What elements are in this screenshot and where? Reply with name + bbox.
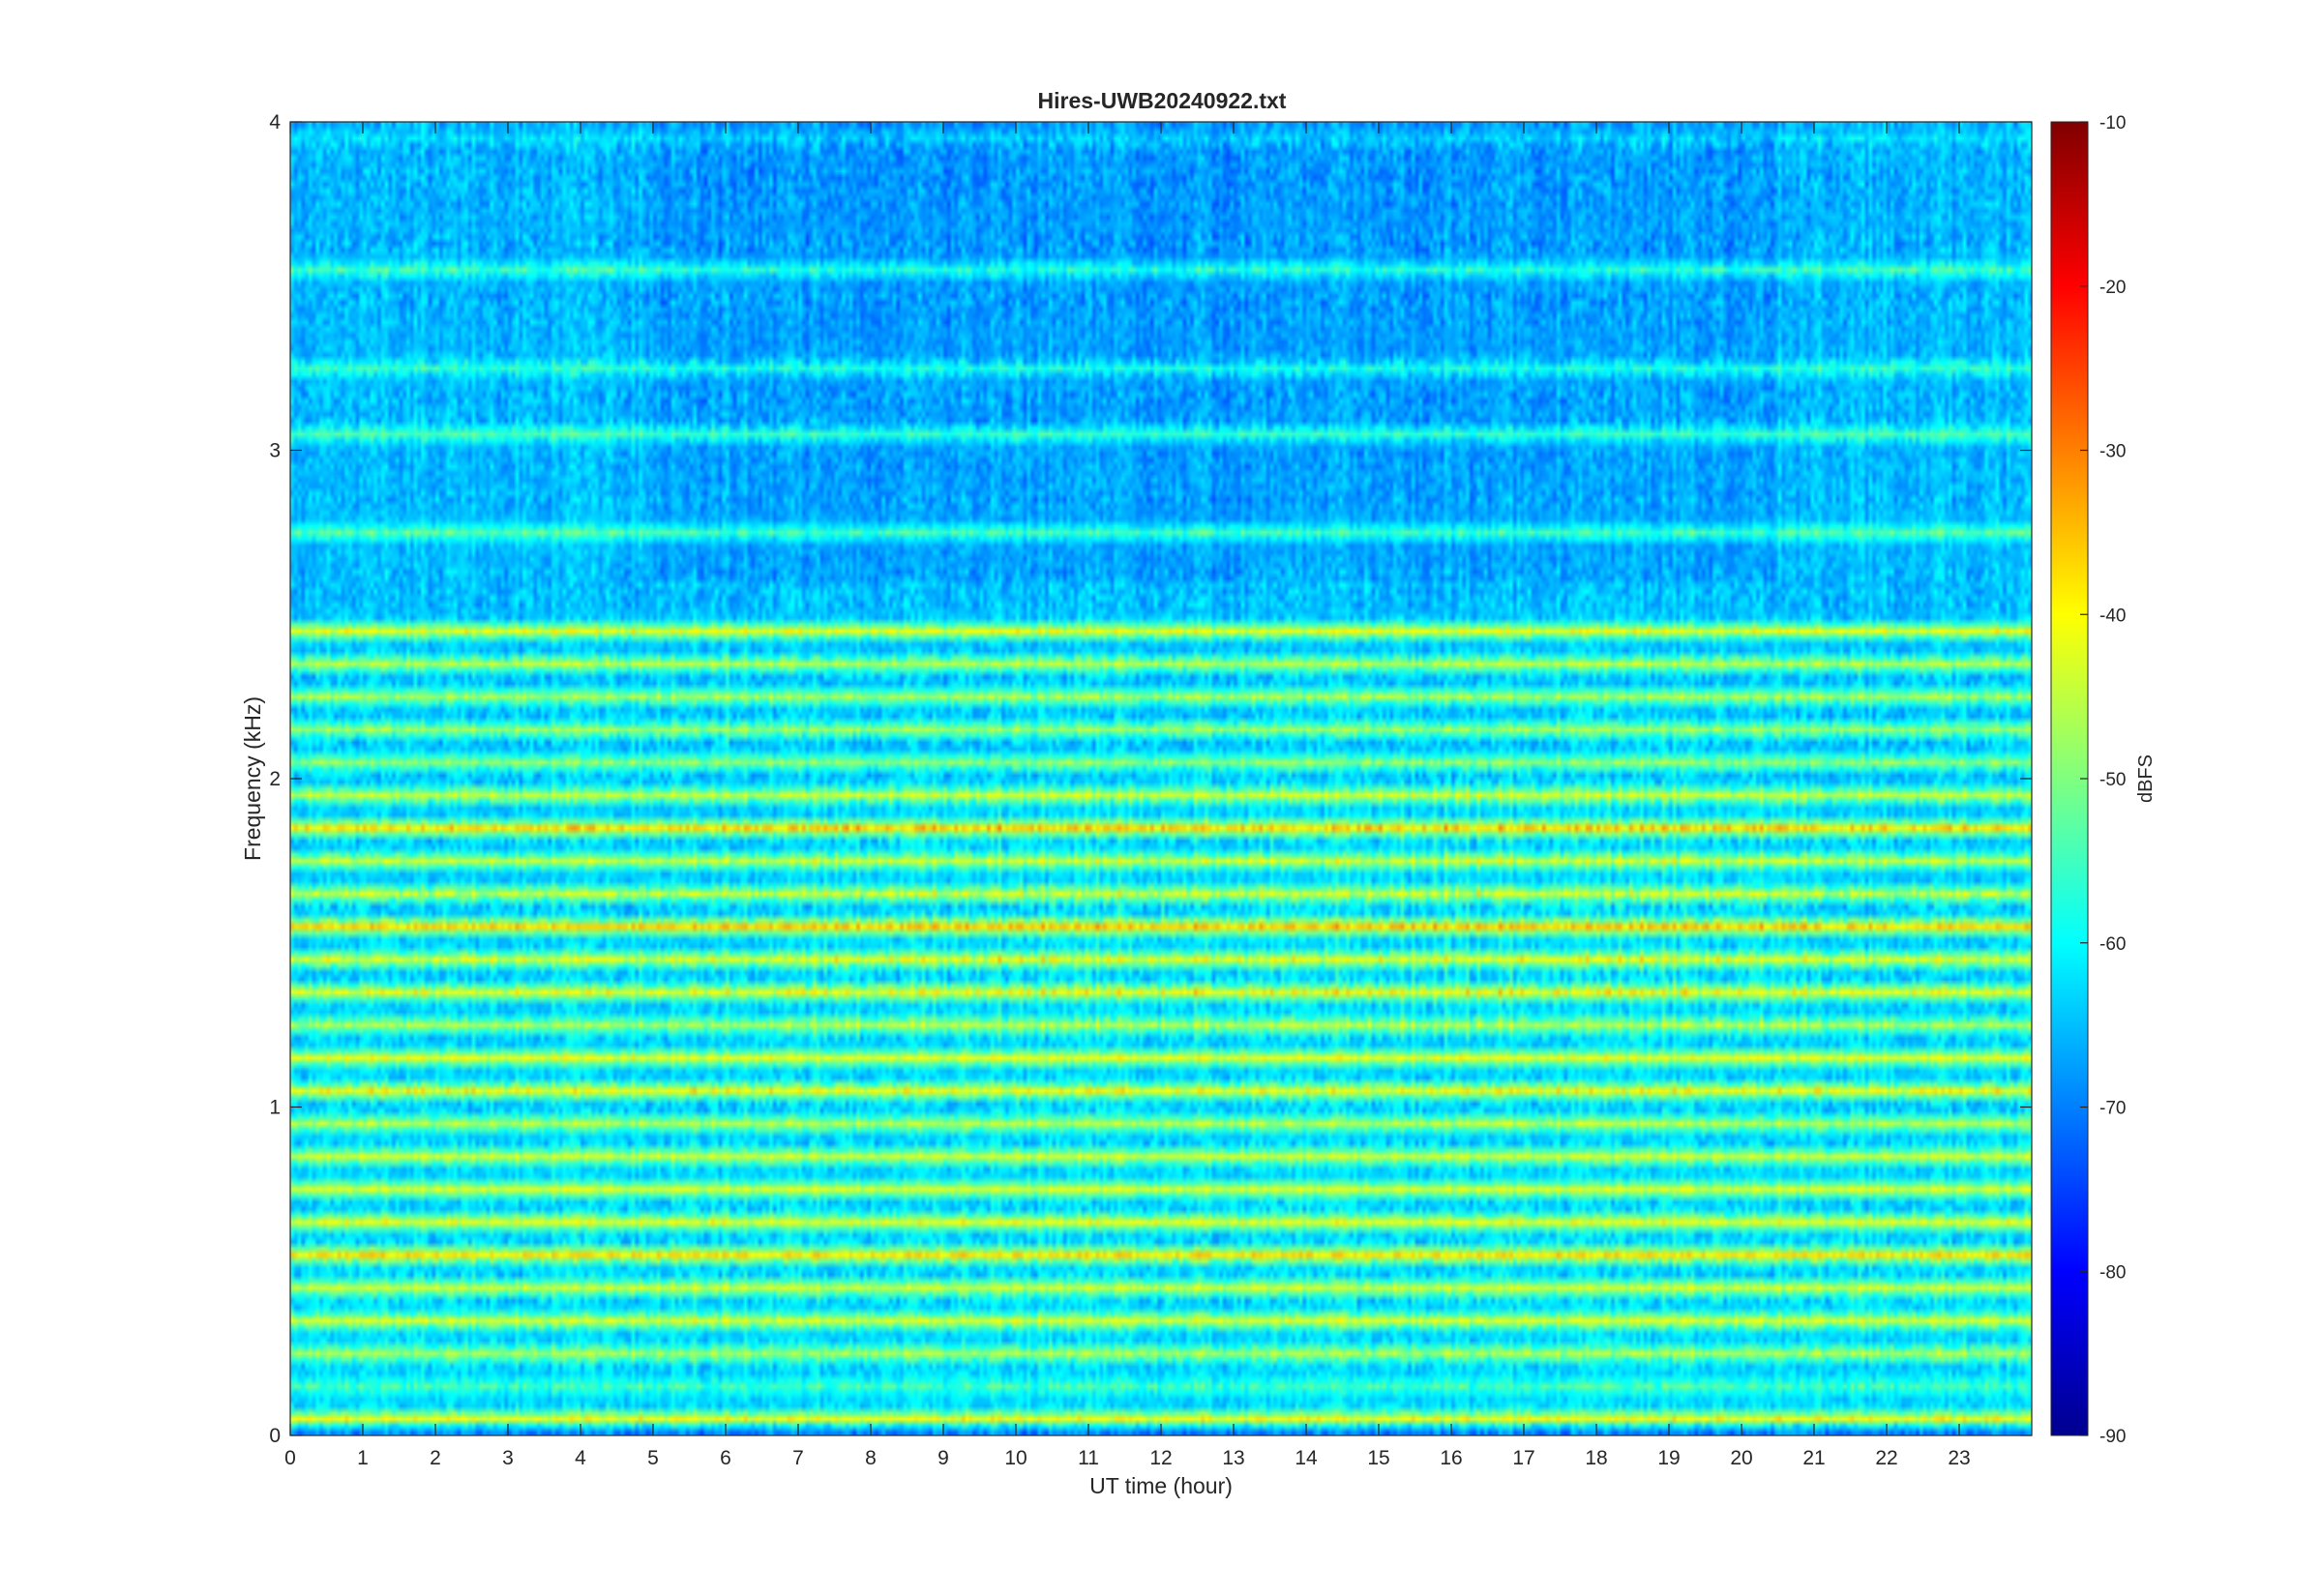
- spectrogram-image: [290, 122, 2032, 1435]
- colorbar-tick-label: -70: [2099, 1099, 2126, 1119]
- y-axis: 0 1 2 3 4: [269, 111, 2032, 1447]
- x-tick-label: 21: [1802, 1447, 1825, 1469]
- colorbar-tick-label: -80: [2099, 1262, 2126, 1283]
- x-tick-label: 3: [502, 1447, 514, 1469]
- x-tick-label: 17: [1512, 1447, 1534, 1469]
- x-tick-label: 14: [1295, 1447, 1318, 1469]
- x-tick-label: 4: [575, 1447, 586, 1469]
- colorbar-tick-label: -90: [2099, 1427, 2126, 1447]
- x-tick-label: 12: [1149, 1447, 1172, 1469]
- y-tick-label: 2: [269, 768, 281, 790]
- x-tick-label: 8: [865, 1447, 877, 1469]
- colorbar-tick-label: -30: [2099, 442, 2126, 462]
- colorbar-axis: -90 -80 -70 -60 -50 -40 -30 -20 -10: [2080, 113, 2126, 1447]
- x-tick-label: 23: [1948, 1447, 1970, 1469]
- y-axis-label: Frequency (kHz): [240, 696, 265, 861]
- x-tick-label: 1: [357, 1447, 369, 1469]
- x-tick-label: 7: [792, 1447, 804, 1469]
- x-tick-label: 9: [938, 1447, 949, 1469]
- x-tick-label: 5: [647, 1447, 659, 1469]
- y-tick-label: 1: [269, 1097, 281, 1119]
- x-tick-label: 15: [1367, 1447, 1389, 1469]
- x-tick-label: 6: [720, 1447, 731, 1469]
- x-tick-label: 0: [284, 1447, 296, 1469]
- x-tick-label: 22: [1875, 1447, 1897, 1469]
- x-tick-label: 10: [1004, 1447, 1027, 1469]
- y-tick-label: 0: [269, 1425, 281, 1447]
- colorbar-tick-label: -60: [2099, 934, 2126, 955]
- y-tick-label: 4: [269, 111, 281, 133]
- x-axis: 0 1 2 3 4 5 6 7 8 9 10 11 12 13 14 15 16 17 18 19 20 21 22 23: [284, 122, 1971, 1469]
- x-tick-label: 19: [1657, 1447, 1680, 1469]
- colorbar-tick-label: -50: [2099, 770, 2126, 790]
- colorbar-tick-label: -40: [2099, 606, 2126, 626]
- x-tick-label: 20: [1730, 1447, 1752, 1469]
- x-axis-label: UT time (hour): [1089, 1473, 1233, 1498]
- x-tick-label: 2: [430, 1447, 441, 1469]
- spectrogram-heatmap: [290, 122, 2032, 1435]
- colorbar-tick-label: -20: [2099, 278, 2126, 298]
- colorbar-label: dBFS: [2135, 754, 2157, 803]
- colorbar-tick-label: -10: [2099, 113, 2126, 133]
- x-tick-label: 18: [1585, 1447, 1607, 1469]
- y-tick-label: 3: [269, 440, 281, 462]
- x-tick-label: 13: [1222, 1447, 1244, 1469]
- x-tick-label: 16: [1440, 1447, 1462, 1469]
- chart-title: Hires-UWB20240922.txt: [1038, 88, 1287, 113]
- x-tick-label: 11: [1078, 1447, 1099, 1469]
